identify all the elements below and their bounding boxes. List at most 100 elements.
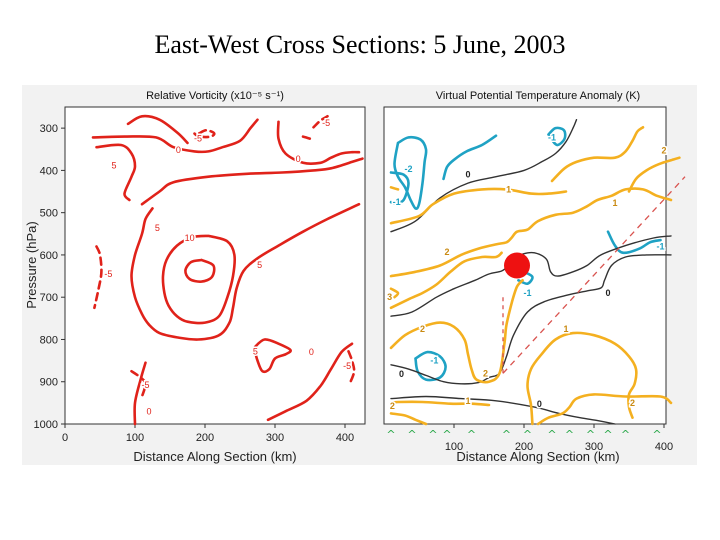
- theta-contour: [442, 134, 498, 181]
- vorticity-contour-label: -5: [194, 133, 202, 143]
- vorticity-contour: [130, 369, 147, 398]
- vorticity-contour: [252, 338, 292, 374]
- theta-contour-label: 1: [465, 396, 470, 406]
- vorticity-contour: [266, 342, 354, 422]
- theta-contour-label: 2: [444, 247, 449, 257]
- sonde-marker: ^: [586, 428, 595, 441]
- vorticity-contour-label: 5: [111, 160, 116, 170]
- x-tick-label: 400: [655, 441, 673, 453]
- right-annotations: [502, 176, 686, 374]
- sonde-marker: ^: [621, 428, 630, 441]
- theta-contour-label: 2: [420, 324, 425, 334]
- theta-contour: [389, 412, 428, 426]
- vorticity-contour: [276, 120, 361, 165]
- vorticity-contour: [93, 245, 103, 310]
- theta-contour: [390, 254, 672, 385]
- theta-contour: [389, 187, 568, 225]
- theta-contour: [627, 156, 681, 193]
- theta-contour-label: 2: [483, 368, 488, 378]
- theta-contour: [389, 287, 400, 299]
- sonde-marker: ^: [428, 428, 437, 441]
- sonde-marker: ^: [386, 428, 395, 441]
- vorticity-contour: [130, 202, 361, 341]
- left-contours: [91, 114, 364, 426]
- left-contour-labels: -5 -5 0 0 5 5 10 5 -5 5 0 -5 -5 0: [103, 117, 353, 418]
- x-tick-label: 200: [196, 432, 214, 444]
- vorticity-contour-label: 5: [155, 223, 160, 233]
- vorticity-contour-label: 10: [185, 233, 195, 243]
- theta-contour: [536, 393, 673, 426]
- sonde-marker: ^: [603, 428, 612, 441]
- theta-contour-label: 2: [390, 401, 395, 411]
- vorticity-contour: [91, 118, 259, 154]
- x-tick-label: 100: [126, 432, 144, 444]
- theta-contour-label: 2: [661, 146, 666, 156]
- y-tick-label: 800: [40, 334, 58, 346]
- vorticity-contour-label: 0: [296, 154, 301, 164]
- y-tick-label: 1000: [34, 419, 58, 431]
- right-contours: [389, 119, 681, 426]
- theta-contour-label: -1: [523, 288, 531, 298]
- x-tick-label: 400: [336, 432, 354, 444]
- sonde-marker: ^: [442, 428, 451, 441]
- sonde-marker: ^: [523, 428, 532, 441]
- x-tick-label: 300: [266, 432, 284, 444]
- vorticity-contour-label: 0: [146, 406, 151, 416]
- theta-contour: [389, 400, 491, 407]
- theta-contour-label: -1: [430, 356, 438, 366]
- theta-contour-label: -1: [548, 132, 556, 142]
- vorticity-contour-label: -5: [141, 380, 149, 390]
- vorticity-contour-label: 0: [309, 347, 314, 357]
- sonde-marker: ^: [652, 428, 661, 441]
- vorticity-contour-label: -5: [343, 361, 351, 371]
- theta-contour: [390, 235, 672, 317]
- vorticity-contour: [193, 128, 216, 139]
- theta-contour-label: 1: [563, 324, 568, 334]
- theta-contour: [389, 187, 673, 278]
- theta-contour: [606, 230, 662, 255]
- theta-contour-label: 0: [537, 399, 542, 409]
- x-tick-label: 200: [515, 441, 533, 453]
- left-x-axis: 0 100 200 300 400: [62, 424, 354, 444]
- theta-contour: [526, 331, 638, 426]
- left-x-axis-label: Distance Along Section (km): [133, 449, 296, 464]
- x-tick-label: 0: [62, 432, 68, 444]
- vorticity-contour-label: 5: [257, 260, 262, 270]
- theta-contour: [517, 270, 534, 286]
- theta-contour-label: 2: [630, 398, 635, 408]
- right-x-axis: 100 200 300 400: [445, 424, 673, 453]
- vorticity-contour: [184, 258, 216, 283]
- left-y-axis: 300 400 500 600 700 800 900 1000: [34, 123, 65, 431]
- theta-contour-label: -2: [404, 164, 412, 174]
- vorticity-contour: [312, 115, 329, 129]
- right-chart-title: Virtual Potential Temperature Anomaly (K…: [436, 90, 640, 102]
- right-x-axis-label: Distance Along Section (km): [456, 449, 619, 464]
- theta-contour: [389, 186, 400, 191]
- vorticity-contour: [301, 135, 312, 140]
- theta-contour: [389, 279, 524, 384]
- sounding-markers: ^ ^ ^ ^ ^ ^ ^ ^ ^ ^ ^ ^ ^: [386, 428, 661, 441]
- theta-contour-label: 1: [612, 198, 617, 208]
- vorticity-contour-label: 0: [176, 145, 181, 155]
- y-tick-label: 300: [40, 123, 58, 135]
- y-tick-label: 900: [40, 377, 58, 389]
- vorticity-contour: [133, 361, 147, 426]
- left-plot-area: [64, 106, 366, 425]
- theta-contour-label: 3: [387, 292, 392, 302]
- right-contour-labels: -1 -2 -1 0 1 2 1 2 -1 3 -1 0 2 1 -1 0 2 1 0 2 2: [386, 131, 668, 413]
- inflow-dashed-line: [502, 176, 686, 374]
- vorticity-contour: [347, 350, 356, 383]
- theta-contour: [550, 126, 645, 183]
- x-tick-label: 100: [445, 441, 463, 453]
- vorticity-contour-label: -5: [104, 269, 112, 279]
- sonde-marker: ^: [547, 428, 556, 441]
- theta-contour-label: 0: [605, 288, 610, 298]
- y-tick-label: 700: [40, 292, 58, 304]
- theta-contour-label: 1: [506, 184, 511, 194]
- theta-contour-label: -1: [393, 197, 401, 207]
- theta-contour: [389, 171, 410, 205]
- sonde-marker: ^: [565, 428, 574, 441]
- left-y-axis-label: Pressure (hPa): [24, 221, 39, 308]
- y-tick-label: 500: [40, 208, 58, 220]
